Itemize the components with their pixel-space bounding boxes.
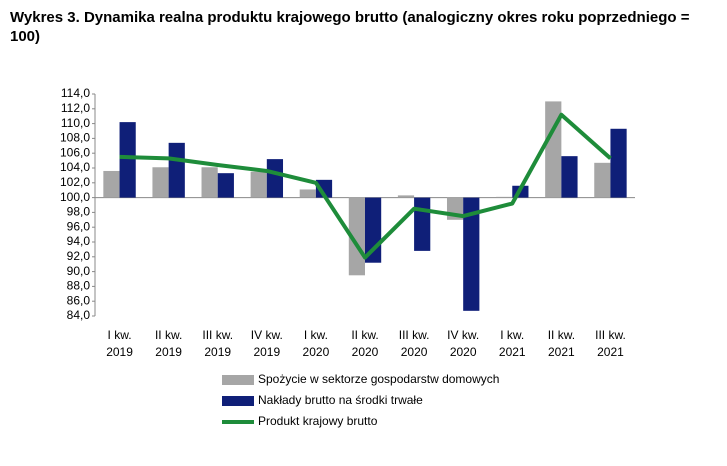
y-tick-label: 86,0 bbox=[67, 293, 91, 307]
bar bbox=[414, 197, 431, 251]
x-tick-label: II kw. 2020 bbox=[351, 328, 378, 359]
legend-label: Spożycie w sektorze gospodarstw domowych bbox=[258, 372, 499, 386]
bar bbox=[266, 159, 284, 198]
legend-swatch bbox=[222, 396, 254, 406]
bar bbox=[561, 156, 578, 198]
x-tick-label: IV kw. 2019 bbox=[251, 328, 283, 359]
bar bbox=[299, 189, 316, 198]
line bbox=[119, 112, 612, 260]
x-tick-label: IV kw. 2020 bbox=[447, 328, 479, 359]
x-tick-label: II kw. 2021 bbox=[548, 328, 575, 359]
bar bbox=[496, 196, 513, 198]
bar bbox=[119, 122, 136, 198]
x-tick-label: I kw. 2020 bbox=[303, 328, 330, 359]
x-tick-label: I kw. 2019 bbox=[106, 328, 133, 359]
legend-label: Produkt krajowy brutto bbox=[258, 414, 378, 428]
y-tick-label: 106,0 bbox=[60, 145, 90, 159]
y-tick-label: 94,0 bbox=[67, 234, 91, 248]
x-tick-label: III kw. 2020 bbox=[399, 328, 430, 359]
x-tick-label: I kw. 2021 bbox=[499, 328, 526, 359]
bar bbox=[250, 171, 267, 198]
x-tick-label: III kw. 2019 bbox=[202, 328, 233, 359]
x-tick-label: II kw. 2019 bbox=[155, 328, 182, 359]
y-tick-label: 96,0 bbox=[67, 219, 91, 233]
bar bbox=[397, 195, 415, 198]
y-tick-label: 88,0 bbox=[67, 279, 91, 293]
y-tick-label: 114,0 bbox=[61, 86, 90, 100]
bar bbox=[348, 197, 365, 276]
bar bbox=[152, 167, 169, 198]
bar bbox=[201, 167, 218, 198]
legend-label: Nakłady brutto na środki trwałe bbox=[258, 393, 423, 407]
bar bbox=[168, 142, 185, 198]
bar bbox=[315, 179, 333, 198]
x-tick-label: III kw. 2021 bbox=[595, 328, 626, 359]
y-tick-label: 98,0 bbox=[67, 205, 91, 219]
bar bbox=[594, 162, 611, 198]
y-tick-label: 110,0 bbox=[61, 116, 90, 130]
y-tick-label: 100,0 bbox=[60, 190, 90, 204]
legend-swatch bbox=[222, 375, 254, 385]
bar bbox=[217, 173, 234, 198]
y-tick-label: 108,0 bbox=[60, 131, 90, 145]
y-tick-label: 90,0 bbox=[67, 264, 91, 278]
y-tick-label: 84,0 bbox=[67, 308, 91, 322]
bar bbox=[463, 197, 480, 311]
bar bbox=[103, 170, 120, 198]
chart-title: Wykres 3. Dynamika realna produktu krajo… bbox=[10, 9, 690, 45]
y-tick-label: 102,0 bbox=[60, 175, 90, 189]
y-tick-label: 104,0 bbox=[60, 160, 90, 174]
y-tick-label: 92,0 bbox=[67, 249, 91, 263]
bar bbox=[610, 128, 627, 198]
y-tick-label: 112,0 bbox=[61, 101, 90, 115]
